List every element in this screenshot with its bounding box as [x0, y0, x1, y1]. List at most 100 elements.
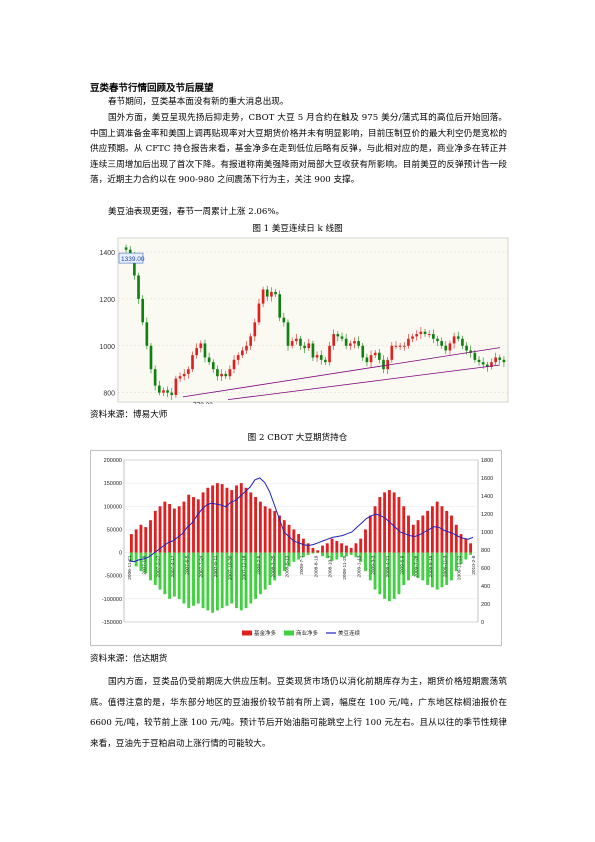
fund-bar [306, 543, 310, 553]
commercial-bar [354, 552, 358, 558]
fund-bar [254, 497, 258, 553]
candle-body [332, 334, 336, 346]
commercial-bar [306, 552, 310, 555]
candle-body [419, 331, 423, 335]
fund-bar [392, 492, 396, 553]
candle-body [170, 392, 174, 395]
fund-bar [416, 520, 420, 553]
fund-bar [316, 550, 320, 553]
commercial-bar [192, 552, 195, 606]
commercial-bar [244, 552, 248, 609]
candle-body [211, 362, 215, 370]
x-tick-label: 2009-1-13 [356, 555, 362, 577]
commercial-bar [387, 552, 391, 602]
candle-body [382, 359, 385, 370]
candle-body [386, 359, 389, 370]
left-tick-label: 100000 [104, 504, 122, 510]
candle-body [249, 336, 252, 346]
fund-bar [211, 485, 215, 553]
x-tick-label: 2008-5-13 [285, 555, 291, 577]
candle-body [145, 322, 149, 346]
x-tick-label: 2008-3-25 [270, 555, 276, 577]
x-tick-label: 2008-2-5 [256, 555, 262, 575]
fund-bar [383, 492, 387, 553]
candle-body [270, 291, 273, 297]
candle-body [191, 355, 194, 370]
fund-bar [273, 510, 277, 553]
commercial-bar [426, 552, 430, 585]
candle-body [432, 334, 435, 339]
candle-body [456, 336, 460, 339]
commercial-bar [373, 552, 377, 590]
high-label: 1339.00 [121, 256, 145, 263]
commercial-bar [258, 552, 262, 595]
fund-bar [311, 547, 315, 553]
paragraph-overseas: 国外方面，美豆呈现先扬后抑走势，CBOT 大豆 5 月合约在触及 975 美分/… [90, 113, 507, 186]
fund-bar [182, 501, 186, 553]
fund-bar [244, 487, 248, 553]
commercial-bar [149, 552, 152, 581]
commercial-bar [249, 552, 253, 604]
x-tick-label: 2007-7-24 [199, 555, 205, 577]
high-label-box [118, 252, 144, 264]
candle-body [299, 338, 302, 346]
candle-body [207, 357, 211, 363]
fund-bar [249, 492, 253, 553]
candle-body [411, 336, 414, 339]
x-tick-label: 2007-12-18 [242, 555, 248, 580]
commercial-bar [325, 552, 329, 559]
x-tick-label: 2008-10-7 [328, 555, 334, 577]
x-tick-label: 2009-3-3 [371, 555, 377, 575]
fund-bar [464, 538, 468, 553]
paragraph-intro: 春节期间，豆类基本面没有新的重大消息出现。 [108, 97, 289, 107]
candle-body [402, 345, 406, 347]
fund-bar [407, 515, 410, 553]
fund-bar [430, 506, 434, 553]
candle-body [294, 338, 298, 342]
figure1-caption: 图 1 美豆连续日 k 线图 [252, 224, 343, 234]
fund-bar [321, 545, 324, 553]
candle-body [178, 376, 182, 379]
candle-body [498, 357, 502, 360]
candle-body [407, 338, 410, 346]
commercial-bar [464, 552, 468, 560]
commercial-bar [416, 552, 420, 579]
candle-body [274, 291, 277, 295]
commercial-bar [163, 552, 167, 595]
x-tick-label: 2009-7-28 [414, 555, 420, 577]
commercial-bar [430, 552, 434, 588]
x-tick-label: 2009-12-22 [457, 555, 463, 580]
legend-swatch [284, 630, 294, 636]
candle-body [278, 294, 282, 318]
candle-body [348, 343, 352, 346]
candle-body [485, 364, 489, 367]
cbot-position-chart: 200000 150000 100000 50000 0 -50000 -100000 -15… [90, 450, 502, 646]
left-tick-label: 200000 [104, 458, 122, 464]
right-tick-label: 1600 [481, 476, 493, 482]
commercial-bar [330, 552, 334, 561]
candle-body [157, 385, 161, 393]
right-tick-label: 1800 [481, 458, 493, 464]
legend-label: 基金净多 [254, 629, 277, 637]
commercial-bar [364, 552, 367, 572]
plot-area [123, 459, 479, 623]
commercial-bar [220, 552, 224, 609]
x-tick-label: 2009-9-15 [428, 555, 434, 577]
commercial-bar [168, 552, 172, 599]
commercial-bar [287, 552, 291, 567]
commercial-bar [144, 552, 148, 574]
trend-line-upper [182, 347, 501, 398]
candle-body [216, 369, 219, 377]
candle-body [390, 345, 394, 360]
candle-body [290, 341, 294, 346]
fund-bar [163, 501, 167, 553]
commercial-bar [392, 552, 396, 599]
fund-bar [129, 534, 133, 553]
paragraph-soyoil: 美豆油表现更强，春节一周累计上涨 2.06%。 [108, 207, 285, 217]
candle-body [162, 390, 165, 393]
candle-body [465, 345, 468, 351]
candle-body [315, 355, 319, 358]
commercial-bar [254, 552, 258, 599]
candle-body [245, 345, 248, 351]
